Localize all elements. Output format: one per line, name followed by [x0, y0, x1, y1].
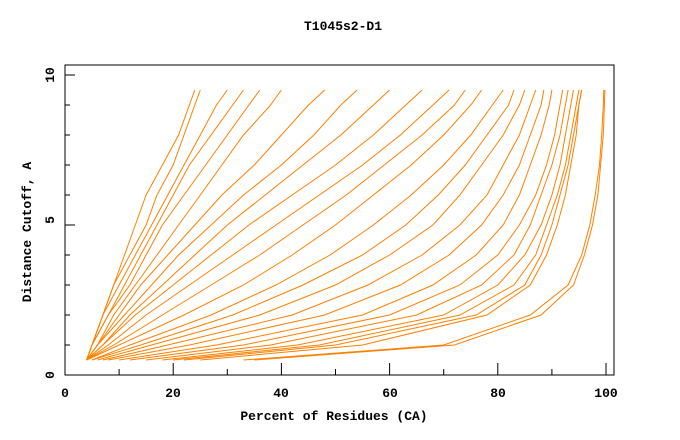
x-tick-label: 100: [594, 386, 618, 401]
series-lines: [86, 89, 606, 361]
x-tick-label: 60: [382, 386, 398, 401]
x-tick-label: 40: [273, 386, 289, 401]
series-line-1: [243, 89, 605, 361]
axis-ticks: [64, 74, 607, 376]
series-line-10: [102, 89, 537, 361]
plot-frame: [64, 64, 615, 376]
series-line-4: [173, 89, 580, 361]
x-tick-label: 0: [61, 386, 69, 401]
series-line-2: [200, 89, 583, 361]
y-tick-label: 10: [43, 67, 58, 83]
y-tick-label: 0: [43, 371, 58, 379]
series-line-21: [86, 89, 282, 361]
series-line-0: [254, 89, 606, 361]
series-line-11: [97, 89, 526, 361]
series-line-25: [86, 89, 201, 361]
series-line-23: [86, 89, 244, 361]
series-line-3: [183, 89, 583, 361]
y-axis-label: Distance Cutoff, A: [20, 162, 35, 303]
series-line-7: [129, 89, 564, 361]
series-line-12: [91, 89, 515, 361]
series-line-26: [86, 89, 196, 361]
x-tick-label: 20: [165, 386, 181, 401]
x-tick-label: 80: [490, 386, 506, 401]
series-line-15: [86, 89, 466, 361]
series-line-14: [86, 89, 483, 361]
y-tick-label: 5: [43, 216, 58, 224]
series-line-5: [162, 89, 574, 361]
series-line-18: [86, 89, 390, 361]
chart-title: T1045s2-D1: [304, 19, 382, 34]
x-axis-label: Percent of Residues (CA): [240, 409, 427, 424]
series-line-6: [146, 89, 569, 361]
series-line-17: [86, 89, 423, 361]
series-line-13: [91, 89, 504, 361]
series-line-8: [119, 89, 553, 361]
series-line-9: [108, 89, 545, 361]
series-line-20: [86, 89, 326, 361]
series-line-16: [86, 89, 450, 361]
series-line-19: [86, 89, 358, 361]
